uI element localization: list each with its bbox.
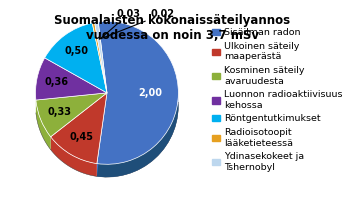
Text: 0,50: 0,50 [65,46,89,56]
Wedge shape [51,93,107,164]
Text: 0,03: 0,03 [101,9,140,38]
Polygon shape [36,100,51,150]
Wedge shape [95,22,107,93]
Wedge shape [45,23,107,93]
Text: 0,45: 0,45 [69,132,93,142]
Text: 2,00: 2,00 [138,88,162,98]
Text: 0,33: 0,33 [47,107,71,117]
Wedge shape [92,22,107,93]
Text: 0,36: 0,36 [45,77,69,87]
Wedge shape [36,93,107,137]
Polygon shape [97,89,178,177]
Polygon shape [51,137,97,176]
Legend: Sisäilman radon, Ulkoinen säteily
maaperästä, Kosminen säteily
avaruudesta, Luon: Sisäilman radon, Ulkoinen säteily maaper… [212,28,343,172]
Wedge shape [97,21,178,164]
Text: 0,02: 0,02 [99,9,175,39]
Wedge shape [36,58,107,100]
Polygon shape [97,93,178,177]
Text: Suomalaisten kokonaissäteilyannos
vuodessa on noin 3,7 mSv: Suomalaisten kokonaissäteilyannos vuodes… [55,14,290,42]
